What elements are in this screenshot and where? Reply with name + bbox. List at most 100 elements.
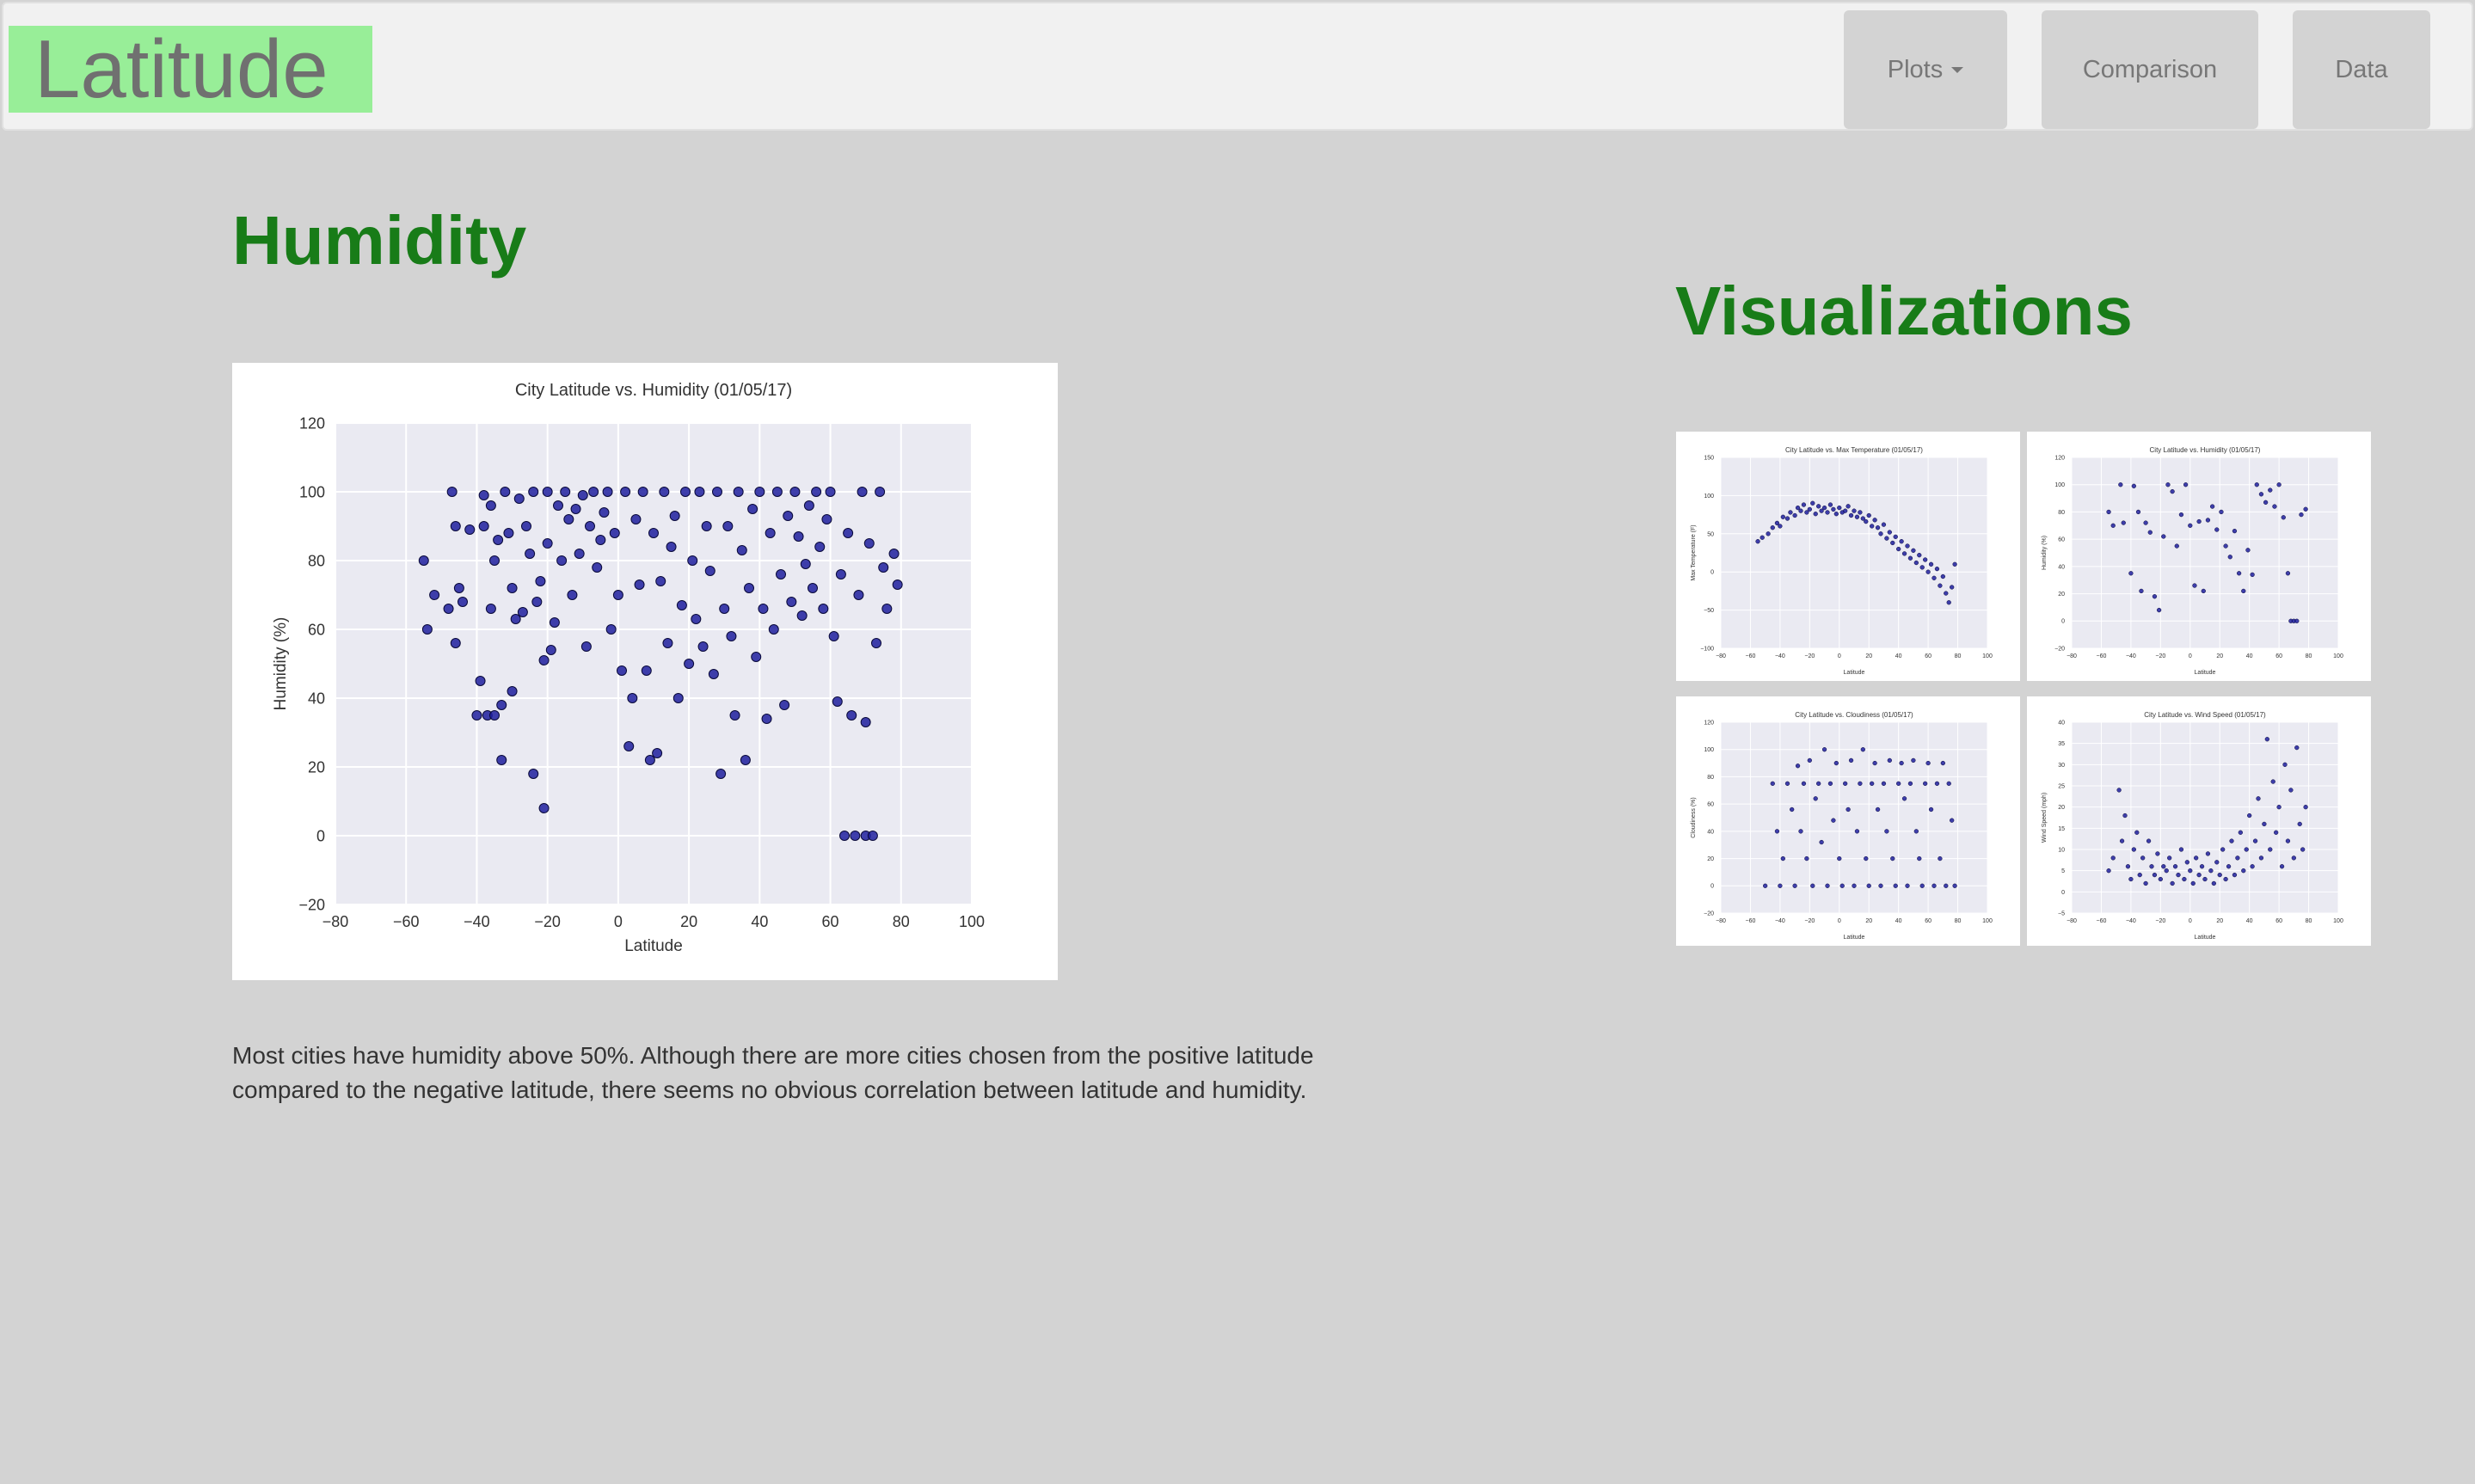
data-button[interactable]: Data [2293,10,2430,129]
data-point [2131,483,2136,488]
x-tick-label: −80 [1716,653,1726,659]
data-point [2167,855,2172,861]
thumbnail-humidity[interactable]: −80 −60 −40 −20 0 20 40 60 80 100 −20 0 20 40 60 80 100 1… [2027,432,2371,681]
comparison-label: Comparison [2082,55,2218,83]
data-point [478,490,489,500]
data-point [585,521,595,531]
data-point [1804,855,1809,862]
data-point [825,487,836,497]
max-temperature-chart: −80 −60 −40 −20 0 20 40 60 80 100 −100 −50 0 50 100 150… [1691,446,1993,676]
data-point [2272,504,2277,509]
data-point [676,600,687,610]
y-tick-label: −100 [1700,646,1714,652]
data-point [493,535,504,545]
comparison-button[interactable]: Comparison [2042,10,2258,129]
x-tick-label: 20 [2216,653,2223,659]
data-point [2170,488,2175,494]
data-point [1925,760,1931,766]
data-point [1821,747,1827,752]
data-point [1795,763,1801,769]
data-point [2143,520,2148,525]
data-point [733,487,744,497]
data-point [2303,506,2308,512]
plots-label: Plots [1887,55,1944,83]
data-point [496,700,507,710]
data-point [2220,847,2226,852]
data-point [1755,539,1760,544]
y-tick-label: 20 [2058,805,2065,811]
data-point [892,579,903,590]
data-point [1938,583,1943,588]
data-point [1866,512,1871,518]
data-point [507,583,518,593]
data-point [2116,788,2122,793]
data-point [779,700,790,710]
data-point [2279,864,2285,869]
data-point [1923,781,1928,787]
data-point [2110,855,2116,861]
data-point [736,545,747,555]
data-point [1887,530,1892,535]
data-point [2282,762,2288,767]
data-point [1846,806,1851,813]
x-tick-label: −80 [1716,918,1726,924]
data-point [1928,561,1934,567]
data-point [1831,818,1836,823]
x-tick-label: 40 [1895,653,1902,659]
data-point [485,604,496,614]
data-point [2285,838,2291,843]
x-tick-label: −40 [464,913,490,930]
thumbnail-wind-speed[interactable]: −80 −60 −40 −20 0 20 40 60 80 100 −5 0 5 10 15 20 25 30 35… [2027,696,2371,946]
data-point [1931,575,1937,580]
thumbnail-cloudiness[interactable]: −80 −60 −40 −20 0 20 40 60 80 100 −20 0 20 40 60 80 100 1… [1676,696,2020,946]
data-point [1911,757,1916,763]
x-tick-label: −60 [2097,653,2107,659]
data-point [1884,536,1889,541]
data-point [2170,880,2175,886]
data-point [2274,830,2279,835]
y-tick-label: 0 [2061,619,2065,625]
y-tick-label: 0 [2061,890,2065,896]
data-point [1852,883,1857,888]
thumbnail-max-temperature[interactable]: −80 −60 −40 −20 0 20 40 60 80 100 −100 −50 0 50 100 150… [1676,432,2020,681]
data-point [421,624,433,635]
data-point [1890,855,1895,862]
data-point [2106,509,2111,515]
data-point [450,521,461,531]
brand-logo[interactable]: Latitude [9,26,372,113]
data-point [453,583,464,593]
plots-dropdown-button[interactable]: Plots [1844,10,2007,129]
data-point [765,528,776,538]
navbar: Latitude Plots Comparison Data [2,2,2473,131]
data-point [2178,847,2184,852]
data-point [588,487,599,497]
x-tick-label: 20 [680,913,697,930]
data-point [1913,829,1919,834]
data-point [2250,572,2255,578]
data-point [1864,855,1869,862]
data-point [627,693,638,703]
data-point [513,494,525,504]
data-point [2250,864,2255,869]
x-tick-label: 80 [1955,653,1962,659]
data-point [641,665,652,676]
data-point [521,521,531,531]
data-point [507,686,518,696]
x-tick-label: 40 [751,913,768,930]
x-tick-label: 100 [959,913,985,930]
data-point [2156,607,2162,613]
data-point [803,500,814,511]
data-point [577,490,588,500]
y-tick-label: −50 [1704,608,1714,614]
data-point [1801,502,1807,507]
data-point [846,710,857,721]
data-point [1872,760,1877,766]
y-tick-label: 10 [2058,847,2065,853]
data-point [875,487,886,497]
data-point [2219,509,2224,515]
x-tick-label: 60 [1925,653,1931,659]
data-point [1816,504,1821,509]
y-tick-label: 20 [308,758,325,776]
data-point [652,748,663,758]
data-point [2188,868,2193,874]
